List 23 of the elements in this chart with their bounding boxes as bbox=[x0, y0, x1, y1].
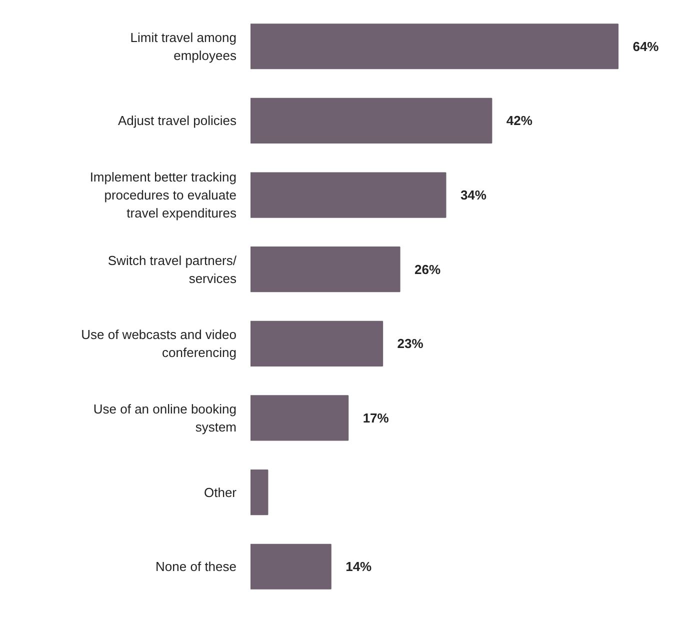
y-tick-label: Adjust travel policies bbox=[118, 113, 237, 128]
data-label: 26% bbox=[414, 262, 441, 277]
data-label: 17% bbox=[362, 410, 390, 426]
data-label: 42% bbox=[506, 113, 533, 128]
bar bbox=[250, 320, 384, 366]
y-tick-label: Other bbox=[204, 484, 238, 500]
y-tick-label: Switch travel partners/ services bbox=[108, 252, 237, 286]
y-tick-label: Use of webcasts and video conferencing bbox=[81, 327, 237, 360]
y-tick-label: Implement better tracking procedures to evaluate travel expenditures bbox=[90, 170, 237, 221]
data-label: 64% bbox=[632, 38, 660, 54]
bar bbox=[250, 24, 619, 70]
bar bbox=[250, 544, 332, 590]
bar bbox=[250, 395, 349, 441]
bar bbox=[250, 470, 268, 516]
y-tick-label: Limit travel among employees bbox=[130, 30, 237, 63]
y-tick-label: Use of an online booking system bbox=[93, 401, 237, 434]
bar bbox=[250, 98, 492, 144]
bar bbox=[250, 172, 446, 218]
y-tick-label: None of these bbox=[156, 559, 237, 574]
bar bbox=[250, 246, 400, 292]
data-label: 23% bbox=[397, 336, 424, 352]
data-label: 14% bbox=[346, 559, 372, 574]
data-label: 34% bbox=[460, 188, 487, 203]
